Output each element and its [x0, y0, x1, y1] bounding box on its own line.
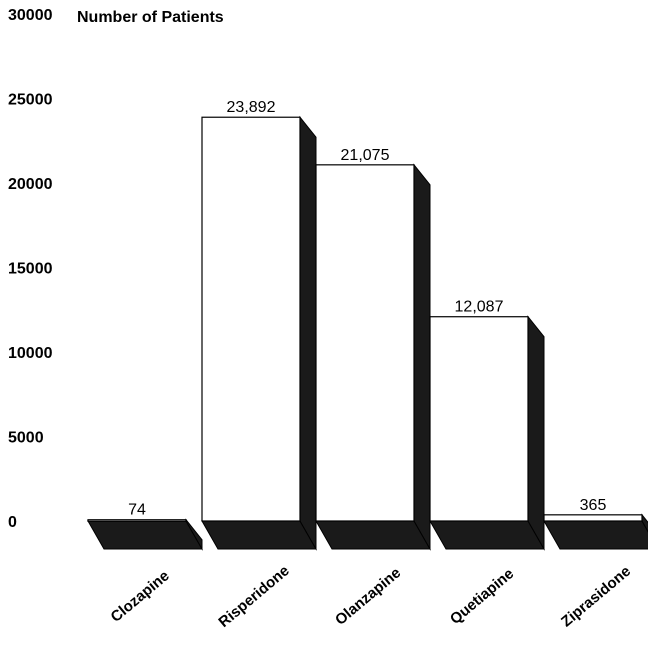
y-tick-label: 25000 — [8, 92, 53, 109]
x-tick-label: Quetiapine — [447, 565, 517, 628]
x-axis: Clozapine Risperidone Olanzapine Quetiapine… — [108, 562, 635, 631]
y-tick-label: 15000 — [8, 261, 53, 278]
bar-olanzapine: 21,075 — [315, 147, 431, 551]
x-tick-label: Clozapine — [108, 567, 173, 626]
bar-value-label: 21,075 — [341, 147, 390, 164]
chart-title: Number of Patients — [77, 9, 224, 26]
x-tick-label: Olanzapine — [332, 564, 404, 628]
bar-risperidone: 23,892 — [201, 99, 317, 551]
bar-floor — [201, 520, 317, 550]
bar-value-label: 12,087 — [455, 299, 504, 316]
x-tick-label: Risperidone — [215, 562, 292, 631]
y-tick-label: 20000 — [8, 176, 53, 193]
y-tick-label: 0 — [8, 514, 17, 531]
y-axis: 0 5000 10000 15000 20000 25000 30000 — [8, 7, 53, 531]
bar-value-label: 23,892 — [227, 99, 276, 116]
bar-quetiapine: 12,087 — [429, 299, 545, 551]
bar-side — [413, 163, 431, 551]
x-tick-label: Ziprasidone — [558, 563, 634, 631]
bar-floor — [87, 520, 203, 550]
bar-clozapine: 74 — [87, 502, 203, 551]
y-tick-label: 10000 — [8, 345, 53, 362]
bar-ziprasidone: 365 — [543, 497, 648, 550]
y-tick-label: 30000 — [8, 7, 53, 24]
bar-face — [543, 514, 643, 522]
bar-value-label: 74 — [128, 502, 146, 519]
bar-face — [315, 164, 415, 522]
bar-floor — [315, 520, 431, 550]
bar-side — [299, 115, 317, 551]
y-tick-label: 5000 — [8, 430, 44, 447]
bars: 74 23,892 21,075 12,087 365 — [87, 99, 648, 551]
bar-floor — [429, 520, 545, 550]
bar-face — [201, 116, 301, 522]
bar-floor — [543, 520, 648, 550]
bar-value-label: 365 — [580, 497, 607, 514]
bar-face — [429, 316, 529, 522]
bar-side — [527, 315, 545, 551]
bar-face — [87, 519, 187, 522]
